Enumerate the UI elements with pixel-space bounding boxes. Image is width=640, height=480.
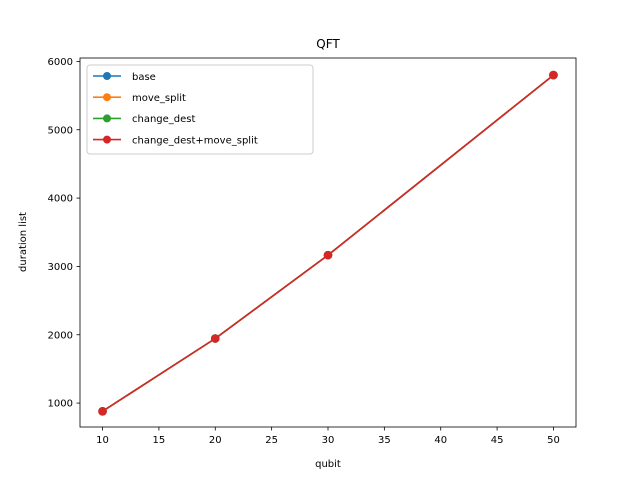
legend: base move_split change_dest change_dest+mov… [86,64,314,155]
legend-item: change_dest [93,114,196,125]
legend-box [86,64,314,155]
legend-label: base [132,72,156,83]
y-axis: 1000 2000 3000 4000 5000 6000 [48,57,80,410]
x-tick-label: 40 [434,435,447,446]
data-point [98,406,107,416]
data-point [323,250,333,260]
legend-marker [103,72,111,80]
y-tick-label: 1000 [48,399,73,410]
x-tick-label: 20 [209,435,222,446]
y-tick-label: 5000 [48,125,73,136]
legend-item: move_split [93,93,186,104]
legend-marker [103,93,111,102]
x-tick-label: 25 [265,435,278,446]
chart-title: QFT [316,37,340,51]
y-tick-label: 6000 [48,57,73,68]
series-line [101,73,555,413]
x-axis-title: qubit [315,459,341,470]
legend-item: base [93,72,156,83]
legend-marker [103,114,111,123]
x-tick-label: 50 [547,435,560,446]
x-tick-label: 30 [322,435,335,446]
y-tick-label: 4000 [48,194,73,205]
x-tick-label: 45 [491,435,504,446]
data-point [549,70,558,80]
data-point [210,334,220,343]
x-tick-label: 35 [378,435,391,446]
series-change_dest+move_split [98,70,558,416]
x-tick-label: 10 [96,435,109,446]
y-tick-label: 3000 [48,262,73,273]
legend-item: change_dest+move_split [93,135,258,146]
legend-label: change_dest+move_split [132,135,258,146]
legend-label: move_split [132,93,186,104]
y-tick-label: 2000 [48,330,73,341]
legend-marker [103,135,111,144]
x-tick-label: 15 [153,435,166,446]
legend-label: change_dest [132,114,196,125]
x-axis: 10 15 20 25 30 35 40 45 50 [96,427,560,446]
y-axis-title: duration list [18,212,29,272]
